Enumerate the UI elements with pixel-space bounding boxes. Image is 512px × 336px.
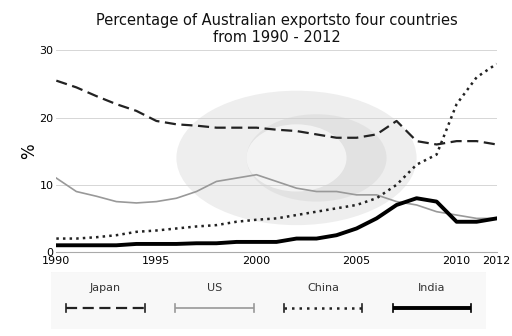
Ellipse shape — [246, 124, 347, 192]
Title: Percentage of Australian exportsto four countries
from 1990 - 2012: Percentage of Australian exportsto four … — [96, 13, 457, 45]
Text: Japan: Japan — [90, 283, 121, 293]
Ellipse shape — [246, 114, 387, 202]
FancyBboxPatch shape — [47, 271, 490, 330]
Text: India: India — [418, 283, 446, 293]
Y-axis label: %: % — [20, 143, 38, 159]
Text: China: China — [307, 283, 339, 293]
Text: US: US — [207, 283, 222, 293]
Ellipse shape — [177, 91, 417, 225]
